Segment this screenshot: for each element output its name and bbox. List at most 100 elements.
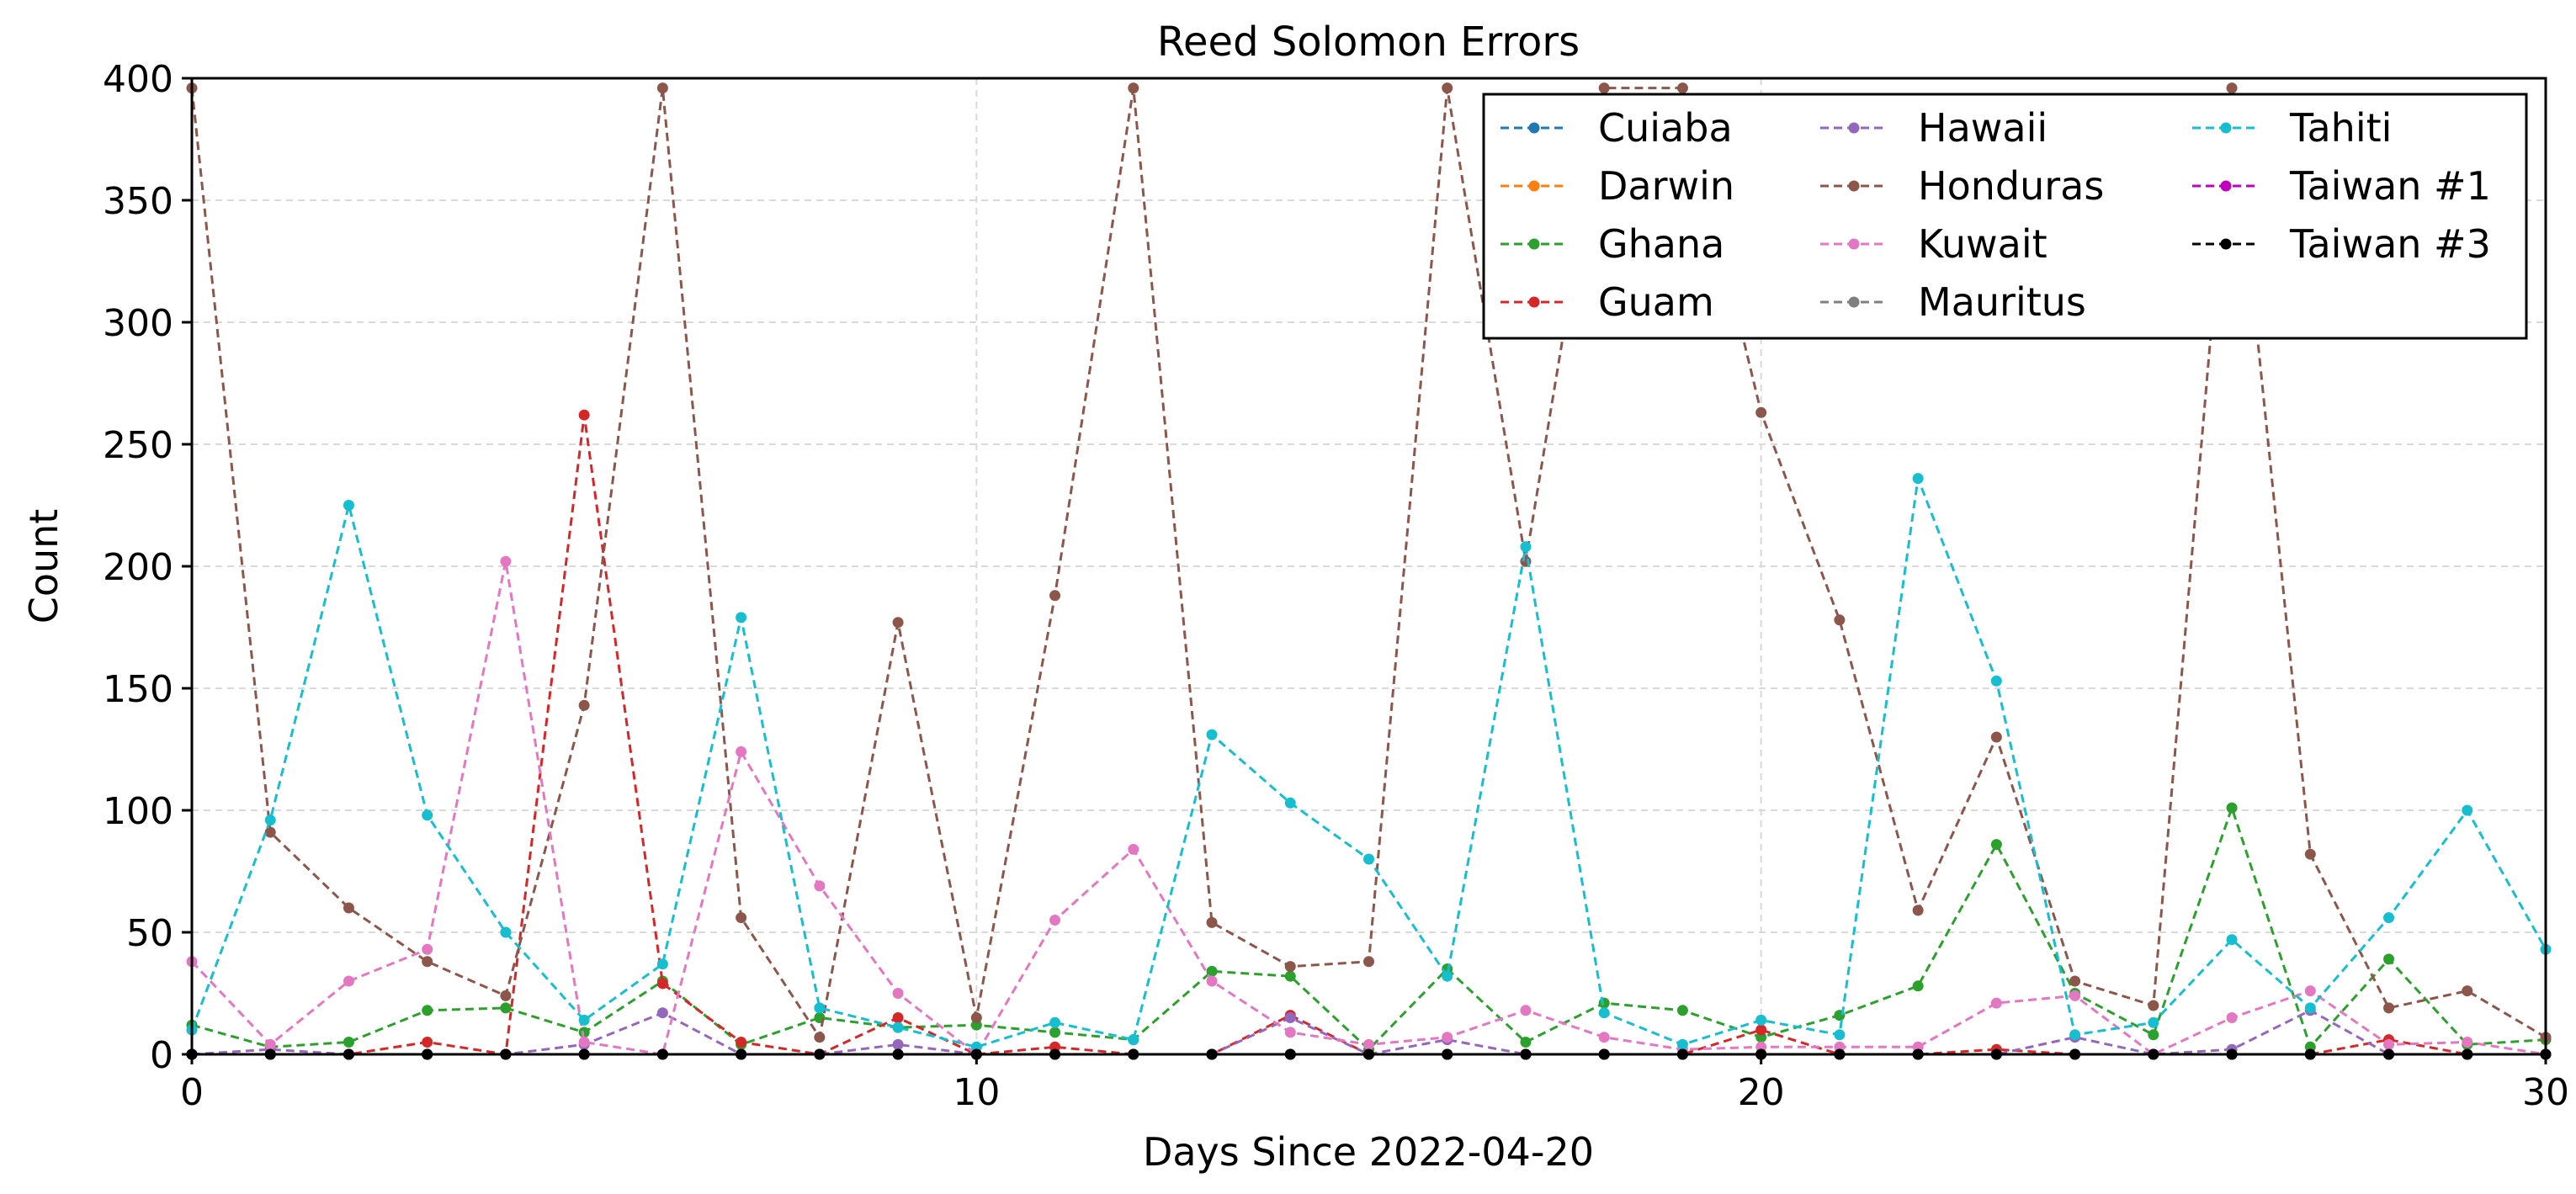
data-point-ghana bbox=[1520, 1037, 1532, 1048]
legend-item-taiwan-1: Taiwan #1 bbox=[2192, 163, 2491, 209]
series-honduras bbox=[186, 82, 2552, 1043]
data-point-honduras bbox=[970, 1012, 982, 1023]
data-point-honduras bbox=[1755, 406, 1767, 418]
data-point-honduras bbox=[422, 956, 433, 968]
legend-label: Taiwan #1 bbox=[2289, 163, 2491, 209]
data-point-tahiti bbox=[1520, 541, 1532, 553]
data-point-tahiti bbox=[892, 1022, 904, 1033]
data-point-honduras bbox=[500, 990, 512, 1001]
data-point-guam bbox=[1755, 1024, 1767, 1036]
y-tick-label: 0 bbox=[150, 1034, 173, 1077]
data-point-ghana bbox=[1676, 1005, 1688, 1016]
legend-item-hawaii: Hawaii bbox=[1820, 105, 2048, 151]
legend-label: Tahiti bbox=[2289, 105, 2392, 151]
data-point-kuwait bbox=[264, 1038, 276, 1050]
legend-label: Honduras bbox=[1918, 163, 2104, 209]
data-point-honduras bbox=[1598, 82, 1610, 94]
data-point-hawaii bbox=[656, 1007, 668, 1019]
data-point-honduras bbox=[343, 902, 354, 914]
legend-swatch-marker bbox=[2220, 238, 2232, 250]
legend-item-ghana: Ghana bbox=[1500, 221, 1724, 267]
data-point-ghana bbox=[1598, 997, 1610, 1009]
data-point-tahiti bbox=[2383, 912, 2395, 924]
data-point-kuwait bbox=[343, 975, 354, 987]
y-tick-label: 300 bbox=[103, 302, 173, 345]
data-point-kuwait bbox=[892, 988, 904, 999]
legend-label: Guam bbox=[1598, 279, 1714, 325]
data-point-honduras bbox=[1206, 916, 1218, 928]
legend-item-darwin: Darwin bbox=[1500, 163, 1734, 209]
y-tick-label: 250 bbox=[103, 424, 173, 467]
data-point-tahiti bbox=[2226, 934, 2238, 946]
data-point-honduras bbox=[1912, 905, 1924, 916]
legend-label: Kuwait bbox=[1918, 221, 2048, 267]
data-point-tahiti bbox=[2148, 1016, 2159, 1028]
legend-swatch-marker bbox=[1848, 238, 1860, 250]
data-point-guam bbox=[892, 1012, 904, 1023]
data-point-kuwait bbox=[1990, 997, 2002, 1009]
data-point-kuwait bbox=[2226, 1012, 2238, 1023]
data-point-ghana bbox=[500, 1002, 512, 1014]
legend-swatch-marker bbox=[1528, 122, 1540, 134]
y-tick-label: 400 bbox=[103, 58, 173, 101]
data-point-ghana bbox=[1049, 1027, 1061, 1038]
data-point-tahiti bbox=[814, 1002, 826, 1014]
legend-item-guam: Guam bbox=[1500, 279, 1714, 325]
data-point-tahiti bbox=[1676, 1038, 1688, 1050]
chart-title: Reed Solomon Errors bbox=[1157, 19, 1580, 66]
data-point-tahiti bbox=[343, 500, 354, 511]
data-point-kuwait bbox=[1049, 915, 1061, 926]
data-point-honduras bbox=[2462, 985, 2473, 997]
data-point-guam bbox=[656, 978, 668, 990]
data-point-ghana bbox=[2383, 953, 2395, 965]
legend-item-taiwan-3: Taiwan #3 bbox=[2192, 221, 2491, 267]
data-point-tahiti bbox=[1598, 1007, 1610, 1019]
data-point-hawaii bbox=[892, 1038, 904, 1050]
data-point-kuwait bbox=[1442, 1032, 1453, 1043]
data-point-guam bbox=[736, 1037, 747, 1048]
data-point-tahiti bbox=[2304, 1002, 2316, 1014]
data-point-honduras bbox=[656, 82, 668, 94]
data-point-tahiti bbox=[1834, 1029, 1846, 1041]
x-tick-label: 10 bbox=[953, 1071, 1000, 1114]
data-point-kuwait bbox=[1520, 1005, 1532, 1016]
data-point-kuwait bbox=[500, 555, 512, 567]
data-point-honduras bbox=[1990, 731, 2002, 743]
legend-item-cuiaba: Cuiaba bbox=[1500, 105, 1733, 151]
data-point-kuwait bbox=[422, 943, 433, 955]
legend-item-mauritus: Mauritus bbox=[1820, 279, 2086, 325]
data-point-kuwait bbox=[1598, 1032, 1610, 1043]
data-point-tahiti bbox=[2462, 804, 2473, 816]
data-point-honduras bbox=[2148, 1000, 2159, 1011]
data-point-tahiti bbox=[1755, 1014, 1767, 1026]
y-axis-label: Count bbox=[21, 509, 66, 624]
data-point-honduras bbox=[1442, 82, 1453, 94]
legend-box bbox=[1482, 93, 2528, 340]
legend-item-honduras: Honduras bbox=[1820, 163, 2104, 209]
data-point-ghana bbox=[1206, 965, 1218, 977]
data-point-kuwait bbox=[2069, 990, 2081, 1001]
x-tick-label: 30 bbox=[2522, 1071, 2569, 1114]
data-point-ghana bbox=[1912, 980, 1924, 992]
legend: Cuiaba Darwin Ghana Guam Hawaii Honduras Kuwai… bbox=[1482, 93, 2528, 340]
data-point-tahiti bbox=[656, 958, 668, 970]
legend-swatch-marker bbox=[1528, 180, 1540, 192]
data-point-honduras bbox=[1834, 614, 1846, 626]
data-point-kuwait bbox=[2383, 1038, 2395, 1050]
data-point-tahiti bbox=[1049, 1016, 1061, 1028]
y-tick-label: 200 bbox=[103, 546, 173, 589]
data-point-honduras bbox=[1284, 961, 1296, 973]
data-point-tahiti bbox=[1990, 675, 2002, 687]
legend-label: Ghana bbox=[1598, 221, 1724, 267]
legend-swatch-marker bbox=[2220, 122, 2232, 134]
legend-label: Cuiaba bbox=[1598, 105, 1733, 151]
data-point-honduras bbox=[1049, 590, 1061, 602]
legend-label: Taiwan #3 bbox=[2289, 221, 2491, 267]
y-tick-label: 150 bbox=[103, 668, 173, 711]
data-point-kuwait bbox=[1206, 975, 1218, 987]
data-point-tahiti bbox=[1363, 853, 1374, 865]
legend-item-tahiti: Tahiti bbox=[2192, 105, 2392, 151]
data-point-tahiti bbox=[1206, 729, 1218, 740]
data-point-kuwait bbox=[1363, 1038, 1374, 1050]
